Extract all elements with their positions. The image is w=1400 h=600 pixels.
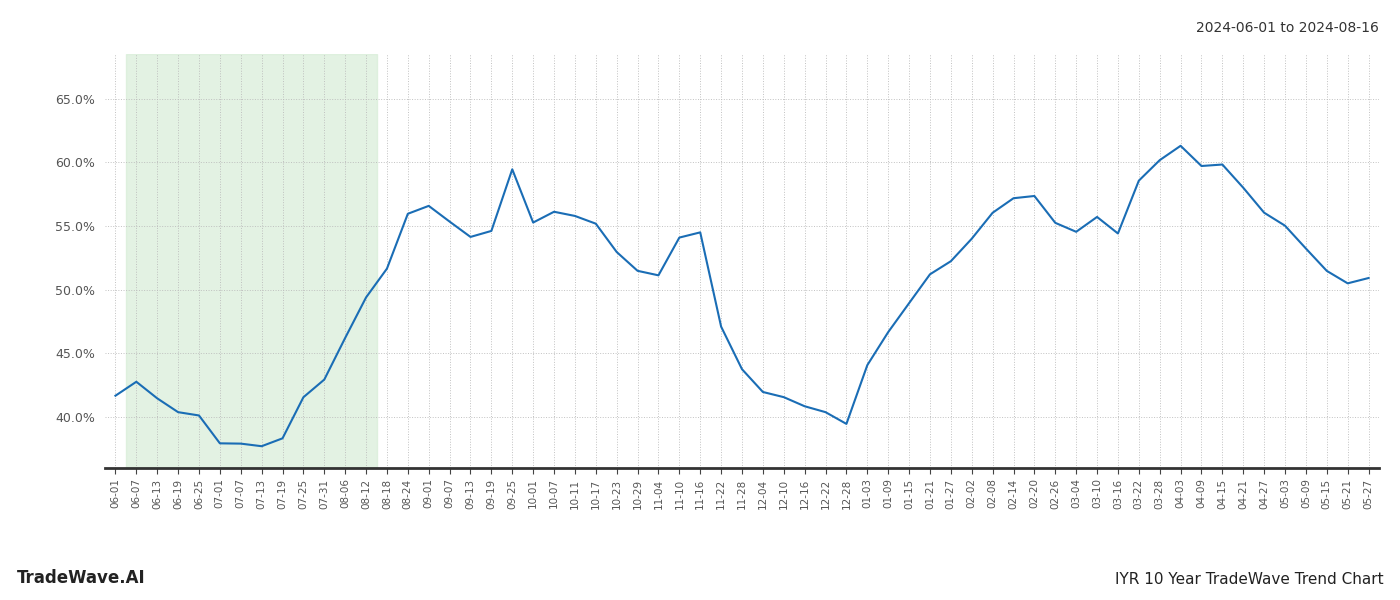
Bar xyxy=(126,54,377,468)
Text: 2024-06-01 to 2024-08-16: 2024-06-01 to 2024-08-16 xyxy=(1196,21,1379,35)
Text: IYR 10 Year TradeWave Trend Chart: IYR 10 Year TradeWave Trend Chart xyxy=(1114,572,1383,587)
Text: TradeWave.AI: TradeWave.AI xyxy=(17,569,146,587)
